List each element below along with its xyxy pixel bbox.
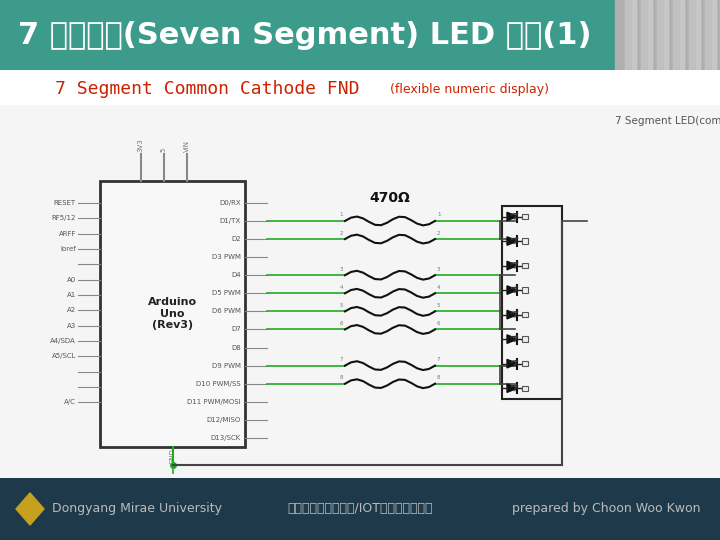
Text: D7: D7 xyxy=(231,327,241,333)
Bar xyxy=(523,336,528,342)
Bar xyxy=(641,0,648,70)
Text: RF5/12: RF5/12 xyxy=(52,215,76,221)
Text: A0: A0 xyxy=(67,276,76,282)
Text: 3: 3 xyxy=(340,267,343,272)
Polygon shape xyxy=(507,237,518,245)
Text: D13/SCK: D13/SCK xyxy=(211,435,241,441)
Text: A2: A2 xyxy=(67,307,76,313)
Text: 3: 3 xyxy=(437,267,441,272)
Polygon shape xyxy=(507,310,518,319)
Text: D0/RX: D0/RX xyxy=(220,200,241,206)
Text: D3 PWM: D3 PWM xyxy=(212,254,241,260)
Text: A3: A3 xyxy=(67,323,76,329)
Text: 7 세그먼트(Seven Segment) LED 구동(1): 7 세그먼트(Seven Segment) LED 구동(1) xyxy=(18,21,592,50)
Text: Dongyang Mirae University: Dongyang Mirae University xyxy=(52,502,222,516)
Text: 센서활용프로그래밍/IOT소프트웨어개발: 센서활용프로그래밍/IOT소프트웨어개발 xyxy=(287,502,433,516)
Text: RESET: RESET xyxy=(54,200,76,206)
Text: 5: 5 xyxy=(161,148,167,152)
Text: Ioref: Ioref xyxy=(60,246,76,252)
Bar xyxy=(673,0,680,70)
Text: D4: D4 xyxy=(231,272,241,278)
Polygon shape xyxy=(507,286,518,294)
Polygon shape xyxy=(507,335,518,343)
Text: A/C: A/C xyxy=(64,400,76,406)
Bar xyxy=(657,0,664,70)
Text: 6: 6 xyxy=(437,321,441,326)
Text: A5/SCL: A5/SCL xyxy=(52,353,76,360)
Text: D8: D8 xyxy=(231,345,241,350)
Text: A1: A1 xyxy=(67,292,76,298)
Text: D10 PWM/SS: D10 PWM/SS xyxy=(197,381,241,387)
Text: 2: 2 xyxy=(437,231,441,235)
Bar xyxy=(523,263,528,268)
Text: D6 PWM: D6 PWM xyxy=(212,308,241,314)
Text: prepared by Choon Woo Kwon: prepared by Choon Woo Kwon xyxy=(511,502,700,516)
Polygon shape xyxy=(507,384,518,393)
Polygon shape xyxy=(16,493,44,525)
Text: A4/SDA: A4/SDA xyxy=(50,338,76,344)
Bar xyxy=(633,0,636,70)
Text: 2: 2 xyxy=(340,231,343,235)
Text: 7 Segment Common Cathode FND: 7 Segment Common Cathode FND xyxy=(55,80,359,98)
Polygon shape xyxy=(507,212,518,221)
Text: D2: D2 xyxy=(231,236,241,242)
Bar xyxy=(523,238,528,244)
Text: 6: 6 xyxy=(340,321,343,326)
Text: 4: 4 xyxy=(437,285,441,290)
Text: D5 PWM: D5 PWM xyxy=(212,291,241,296)
Bar xyxy=(681,0,684,70)
Bar xyxy=(689,0,696,70)
Polygon shape xyxy=(507,360,518,368)
Bar xyxy=(665,0,668,70)
Polygon shape xyxy=(507,261,518,270)
Text: 7: 7 xyxy=(437,357,441,362)
Bar xyxy=(502,206,562,399)
Text: D11 PWM/MOSI: D11 PWM/MOSI xyxy=(187,399,241,405)
Bar xyxy=(523,287,528,293)
Text: 7 Segment LED(common cathode): 7 Segment LED(common cathode) xyxy=(615,116,720,126)
Text: ARFF: ARFF xyxy=(58,231,76,237)
Text: D1/TX: D1/TX xyxy=(220,218,241,224)
Bar xyxy=(523,312,528,318)
Text: VIN: VIN xyxy=(184,140,190,152)
Text: (flexible numeric display): (flexible numeric display) xyxy=(390,83,549,96)
Bar xyxy=(0,0,615,70)
Bar xyxy=(523,386,528,391)
Text: 1: 1 xyxy=(437,212,441,218)
Bar xyxy=(625,0,632,70)
Bar xyxy=(649,0,652,70)
Text: 3V3: 3V3 xyxy=(138,139,143,152)
Text: 470Ω: 470Ω xyxy=(369,191,410,205)
Text: 8: 8 xyxy=(437,375,441,380)
Text: 5: 5 xyxy=(437,303,441,308)
Bar xyxy=(697,0,700,70)
Bar xyxy=(615,0,720,70)
Text: 5: 5 xyxy=(340,303,343,308)
Text: 7: 7 xyxy=(340,357,343,362)
Bar xyxy=(705,0,712,70)
Text: D12/MISO: D12/MISO xyxy=(207,417,241,423)
Bar xyxy=(100,181,245,447)
Text: 8: 8 xyxy=(340,375,343,380)
Text: 4: 4 xyxy=(340,285,343,290)
Text: Arduino
Uno
(Rev3): Arduino Uno (Rev3) xyxy=(148,297,197,330)
Text: GND: GND xyxy=(169,449,176,464)
Text: 1: 1 xyxy=(340,212,343,218)
Bar xyxy=(523,214,528,219)
Bar xyxy=(523,361,528,366)
Text: D9 PWM: D9 PWM xyxy=(212,363,241,369)
Bar xyxy=(713,0,716,70)
